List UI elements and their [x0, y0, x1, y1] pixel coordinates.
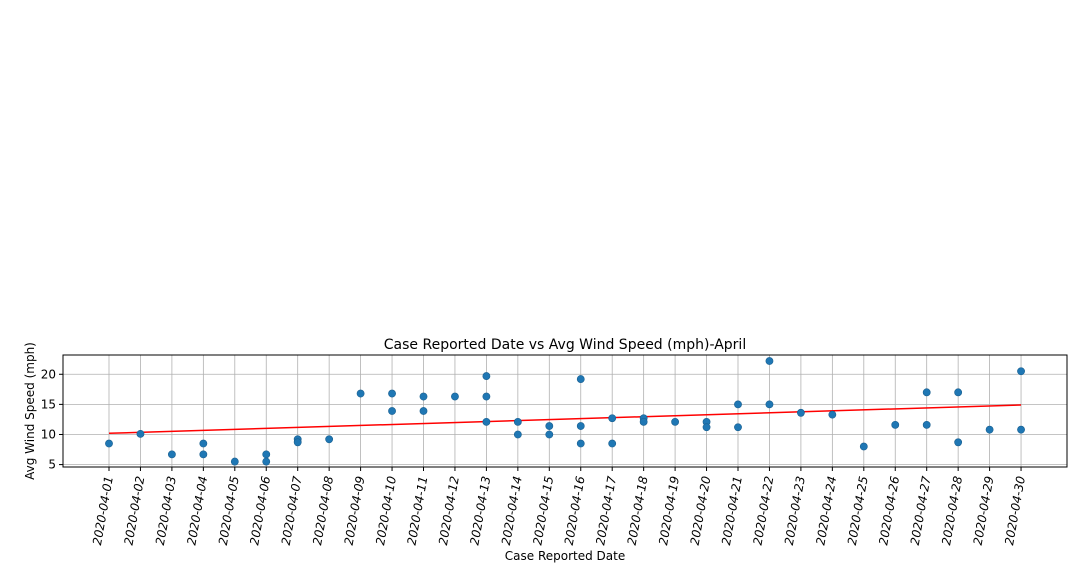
data-point — [388, 389, 396, 398]
data-point — [419, 392, 428, 401]
data-point — [388, 407, 396, 415]
data-point — [922, 420, 931, 429]
data-point — [482, 372, 491, 380]
data-point — [922, 388, 931, 397]
data-point — [293, 438, 302, 447]
data-point — [545, 422, 554, 430]
plot-area-frame — [62, 354, 1068, 468]
data-point — [419, 407, 428, 415]
data-point — [985, 425, 994, 434]
data-point — [136, 429, 145, 438]
data-point — [105, 439, 113, 448]
data-point — [576, 422, 585, 430]
y-axis-ticks: 5 10 15 20 — [41, 367, 63, 472]
data-point — [702, 423, 711, 432]
data-point — [576, 375, 585, 383]
data-point — [199, 450, 208, 459]
data-point — [828, 410, 837, 419]
data-point — [482, 392, 491, 401]
data-point — [608, 439, 617, 448]
y-axis-label: Avg Wind Speed (mph) — [23, 342, 37, 480]
data-point — [797, 408, 805, 417]
trend-line — [108, 404, 1022, 435]
data-point — [325, 435, 334, 444]
data-point — [765, 400, 774, 409]
chart-title: Case Reported Date vs Avg Wind Speed (mp… — [384, 337, 746, 353]
data-point — [639, 417, 648, 426]
data-point — [262, 457, 271, 466]
data-point — [576, 439, 585, 448]
data-point — [356, 389, 365, 398]
data-point — [230, 457, 239, 466]
data-point — [262, 450, 271, 459]
data-point — [167, 450, 176, 459]
y-tick-label: 10 — [41, 427, 56, 441]
data-point — [859, 442, 868, 451]
data-point — [513, 417, 522, 426]
data-point — [891, 420, 900, 429]
data-point — [954, 438, 963, 447]
data-point — [1017, 367, 1025, 376]
trend-line-layer — [108, 404, 1022, 435]
data-point — [1017, 425, 1025, 434]
data-point — [671, 417, 679, 426]
data-point — [545, 430, 554, 439]
data-point — [513, 430, 522, 439]
data-point — [451, 392, 459, 401]
data-point — [199, 439, 208, 448]
data-point — [954, 388, 963, 397]
x-axis-label: Case Reported Date — [505, 549, 625, 563]
data-point — [608, 414, 617, 423]
data-point — [765, 357, 774, 365]
data-point — [734, 423, 742, 432]
data-point — [482, 417, 491, 426]
y-tick-label: 15 — [41, 397, 56, 411]
y-tick-label: 20 — [41, 367, 56, 381]
data-point — [734, 400, 742, 409]
y-tick-label: 5 — [48, 458, 56, 472]
data-points — [105, 357, 1025, 466]
